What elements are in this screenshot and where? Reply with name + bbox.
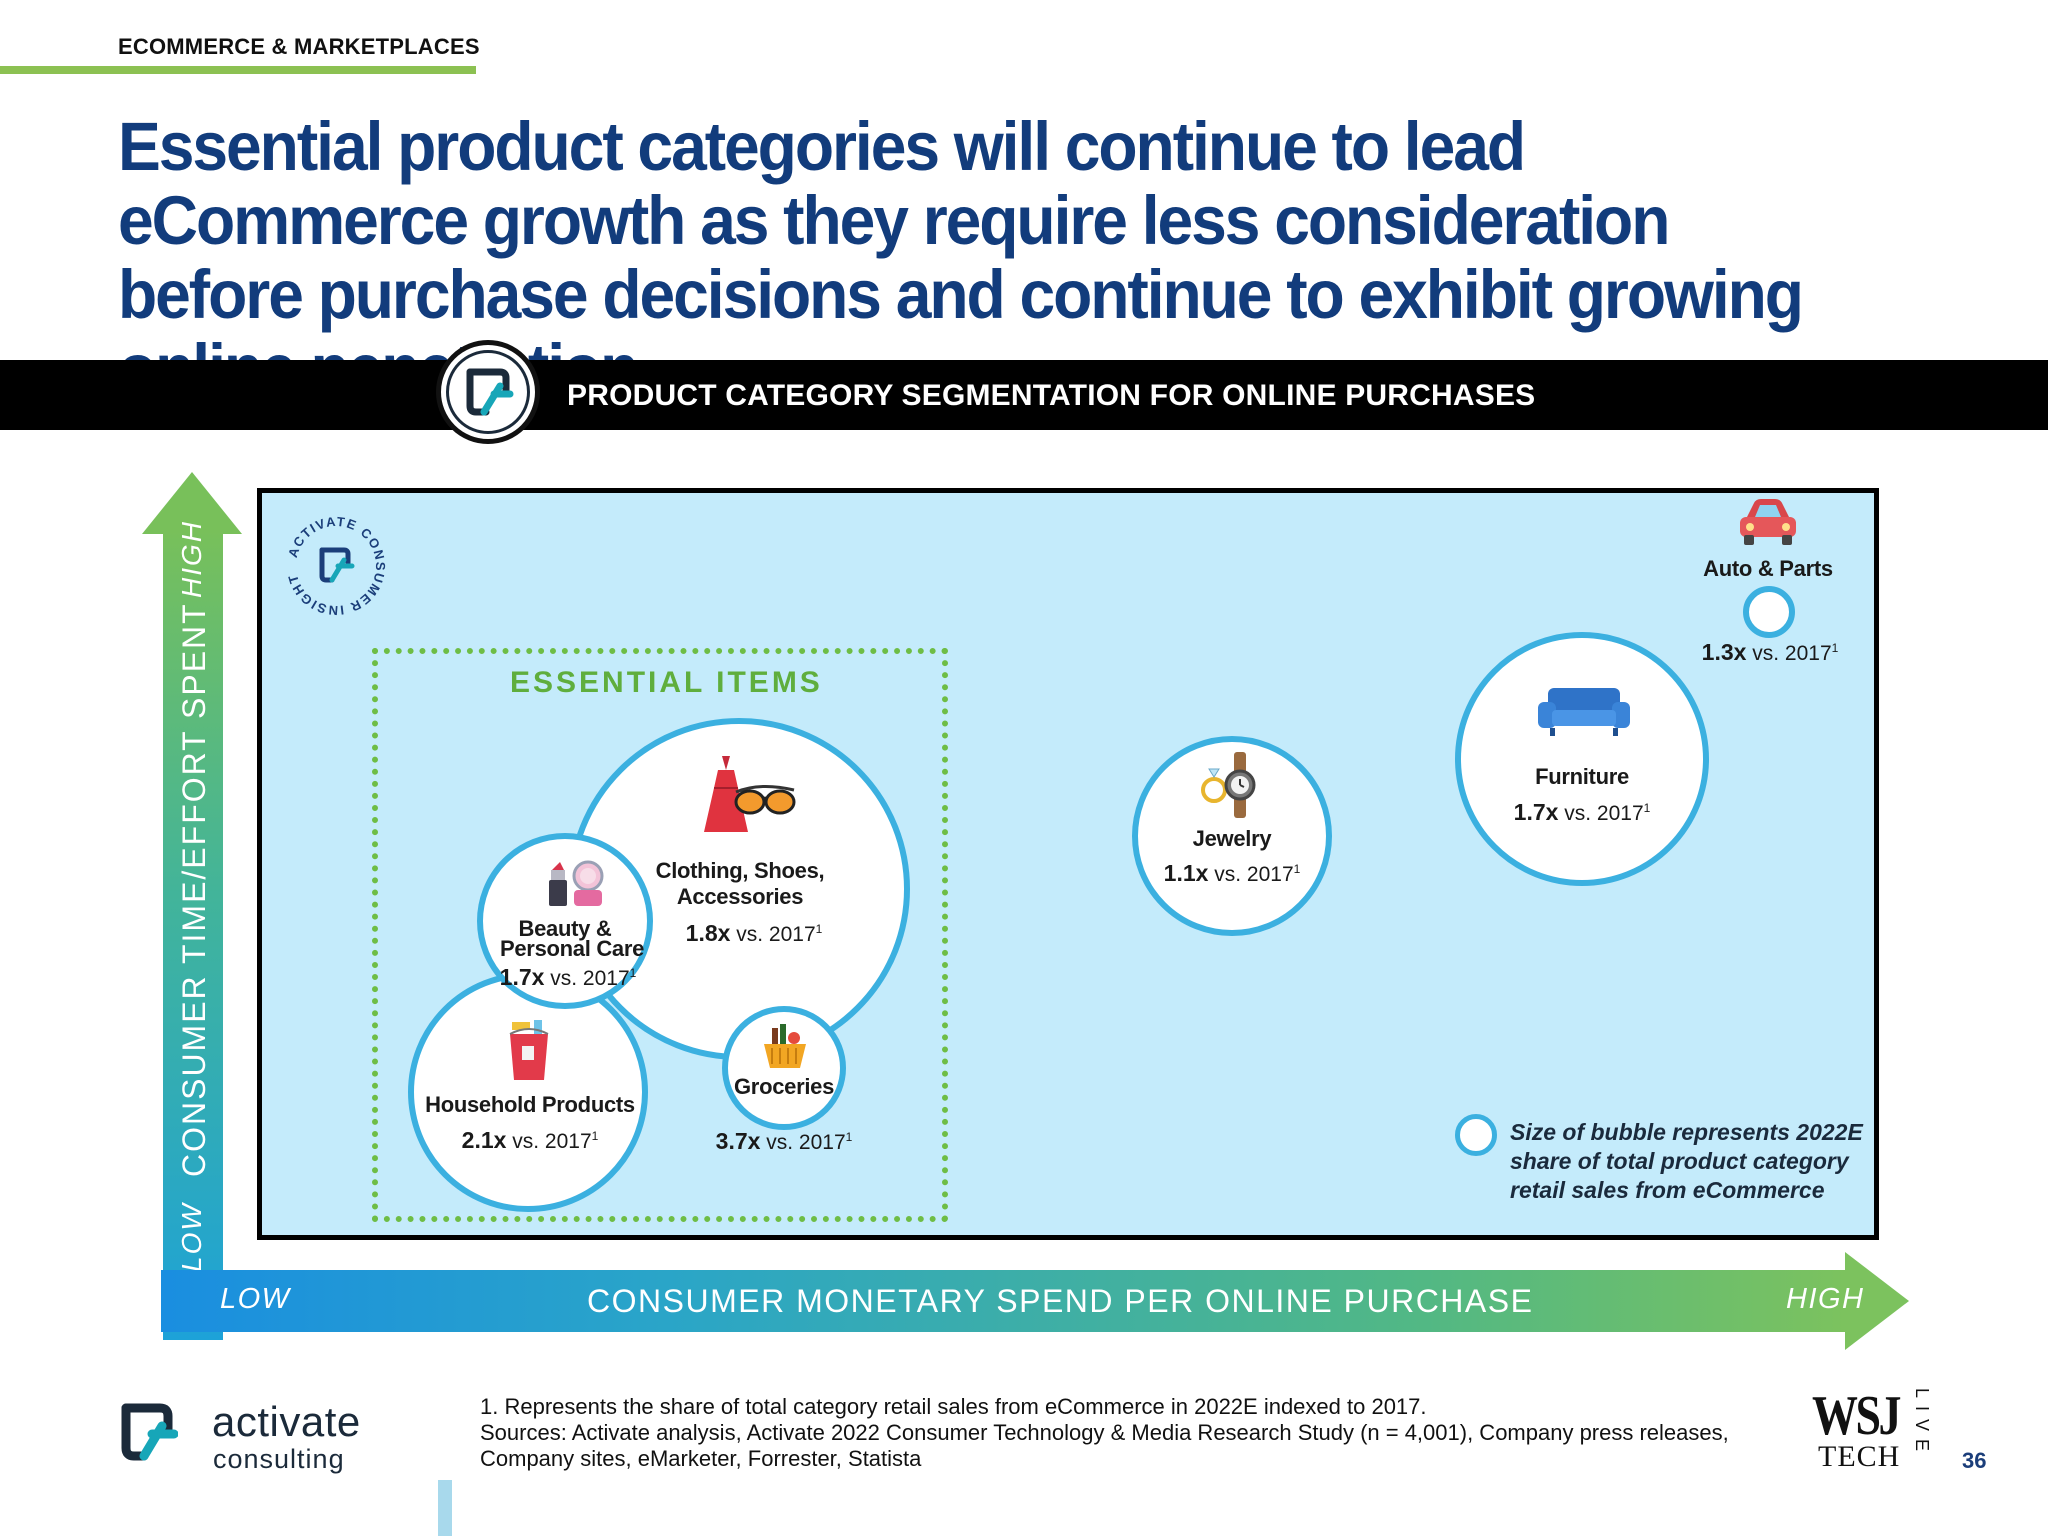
legend-bubble-icon — [1455, 1114, 1497, 1156]
y-axis-label: CONSUMER TIME/EFFORT SPENT — [176, 602, 212, 1177]
auto-footnote: 1 — [1831, 641, 1839, 655]
legend-text: Size of bubble represents 2022E share of… — [1510, 1119, 1863, 1203]
beauty-suffix: vs. 2017 — [550, 967, 630, 990]
household-stat: 2.1x vs. 20171 — [440, 1127, 620, 1154]
furniture-mult: 1.7x — [1513, 799, 1559, 825]
beauty-label-line2: Personal Care — [500, 936, 645, 961]
footer-accent-bar — [438, 1480, 452, 1536]
car-icon — [1740, 499, 1796, 545]
grocery-basket-icon — [764, 1024, 806, 1068]
beauty-mult: 1.7x — [499, 964, 545, 990]
clothing-mult: 1.8x — [685, 920, 731, 946]
bubble-beauty — [477, 833, 653, 1009]
jewelry-footnote: 1 — [1293, 862, 1301, 876]
section-label: ECOMMERCE & MARKETPLACES — [118, 34, 480, 59]
activate-logo-icon — [466, 368, 514, 416]
auto-stat: 1.3x vs. 20171 — [1680, 639, 1860, 666]
section-rule — [0, 66, 476, 74]
dress-sunglasses-icon — [704, 756, 796, 832]
jewelry-suffix: vs. 2017 — [1214, 863, 1294, 886]
beauty-label-line1: Beauty & — [518, 916, 612, 941]
household-label: Household Products — [425, 1092, 635, 1117]
auto-mult: 1.3x — [1701, 639, 1747, 665]
x-axis-low-label: LOW — [220, 1283, 291, 1315]
beauty-stat: 1.7x vs. 20171 — [490, 964, 646, 991]
wsj-live-label: LIVE — [1912, 1388, 1932, 1460]
bubble-jewelry — [1132, 736, 1332, 936]
wsj-tech-label: TECH — [1818, 1440, 1901, 1473]
clothing-stat: 1.8x vs. 20171 — [664, 920, 844, 947]
clothing-label-line2: Accessories — [676, 884, 804, 909]
brand-subtitle: consulting — [213, 1444, 345, 1474]
clothing-label-line1: Clothing, Shoes, — [655, 858, 825, 883]
jewelry-label: Jewelry — [1192, 826, 1272, 851]
banner-bar — [0, 360, 2048, 430]
wsj-logo: WSJ — [1812, 1385, 1902, 1447]
furniture-label: Furniture — [1535, 764, 1629, 789]
household-footnote: 1 — [591, 1129, 599, 1143]
activate-logo-icon — [121, 1403, 178, 1461]
clothing-footnote: 1 — [815, 922, 823, 936]
lipstick-compact-icon — [549, 860, 604, 906]
footnote-line-3: Company sites, eMarketer, Forrester, Sta… — [480, 1446, 922, 1471]
footnote: 1. Represents the share of total categor… — [480, 1394, 1800, 1472]
banner-title: PRODUCT CATEGORY SEGMENTATION FOR ONLINE… — [567, 379, 1536, 412]
essential-items-box — [372, 648, 948, 1222]
x-axis-arrowhead — [1845, 1252, 1909, 1350]
x-axis-bar — [161, 1270, 1847, 1332]
auto-label: Auto & Parts — [1703, 556, 1833, 581]
groceries-stat: 3.7x vs. 20171 — [694, 1128, 874, 1155]
household-suffix: vs. 2017 — [512, 1130, 592, 1153]
footnote-line-2: Sources: Activate analysis, Activate 202… — [480, 1420, 1729, 1445]
groceries-suffix: vs. 2017 — [766, 1131, 846, 1154]
footnote-line-1: 1. Represents the share of total categor… — [480, 1394, 1427, 1419]
bubble-auto — [1743, 586, 1795, 638]
watch-ring-icon — [1201, 752, 1256, 818]
jewelry-mult: 1.1x — [1163, 860, 1209, 886]
furniture-stat: 1.7x vs. 20171 — [1492, 799, 1672, 826]
page-title: Essential product categories will contin… — [118, 108, 1804, 406]
bubble-furniture — [1455, 632, 1709, 886]
essential-items-title: ESSENTIAL ITEMS — [510, 666, 823, 699]
jewelry-stat: 1.1x vs. 20171 — [1142, 860, 1322, 887]
groceries-label: Groceries — [734, 1074, 835, 1099]
page-number: 36 — [1962, 1448, 1987, 1473]
furniture-footnote: 1 — [1643, 801, 1651, 815]
x-axis-label: CONSUMER MONETARY SPEND PER ONLINE PURCH… — [587, 1283, 1534, 1319]
clothing-suffix: vs. 2017 — [736, 923, 816, 946]
beauty-footnote: 1 — [629, 966, 637, 980]
brand-name: activate — [212, 1398, 361, 1445]
y-axis-bar — [163, 530, 223, 1340]
y-axis-high-label: HIGH — [176, 520, 207, 598]
cleaning-bucket-icon — [509, 1020, 549, 1080]
furniture-suffix: vs. 2017 — [1564, 802, 1644, 825]
activate-badge — [436, 340, 540, 444]
consumer-insight-seal: ACTIVATE CONSUMER INSIGHT — [285, 514, 387, 618]
household-mult: 2.1x — [461, 1127, 507, 1153]
y-axis-arrowhead — [142, 472, 242, 534]
y-axis-low-label: LOW — [176, 1202, 207, 1272]
sofa-icon — [1538, 688, 1630, 736]
x-axis-high-label: HIGH — [1786, 1283, 1865, 1315]
groceries-mult: 3.7x — [715, 1128, 761, 1154]
groceries-footnote: 1 — [845, 1130, 853, 1144]
auto-suffix: vs. 2017 — [1752, 642, 1832, 665]
